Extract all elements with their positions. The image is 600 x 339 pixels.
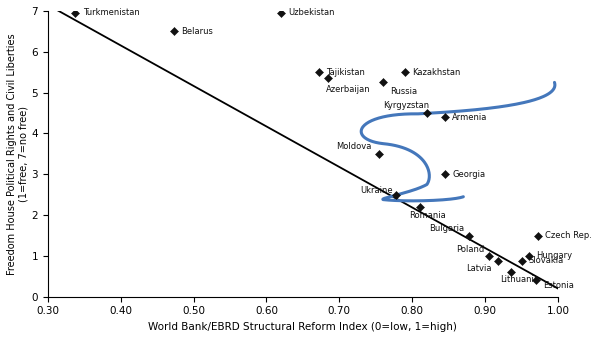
Text: Hungary: Hungary [536,252,572,260]
Text: Kyrgyzstan: Kyrgyzstan [383,101,429,110]
Text: Romania: Romania [409,212,445,220]
Text: Czech Rep.: Czech Rep. [545,231,592,240]
Text: Azerbaijan: Azerbaijan [326,85,371,94]
Text: Bulgaria: Bulgaria [429,224,464,233]
Text: Tajikistan: Tajikistan [326,68,365,77]
Text: Georgia: Georgia [452,170,485,179]
Text: Estonia: Estonia [544,281,574,290]
Text: Latvia: Latvia [466,264,492,273]
Text: Lithuania: Lithuania [500,275,539,284]
Text: Poland: Poland [456,244,484,254]
Text: Russia: Russia [391,87,418,96]
Y-axis label: Freedom House Political Rights and Civil Liberties
(1=free, 7=no free): Freedom House Political Rights and Civil… [7,33,29,275]
Text: Belarus: Belarus [181,27,213,36]
X-axis label: World Bank/EBRD Structural Reform Index (0=low, 1=high): World Bank/EBRD Structural Reform Index … [148,322,457,332]
Text: Slovakia: Slovakia [529,256,564,265]
Text: Moldova: Moldova [336,142,371,151]
Text: Ukraine: Ukraine [360,186,392,195]
Text: Turkmenistan: Turkmenistan [83,8,139,18]
Text: Uzbekistan: Uzbekistan [289,8,335,18]
Text: Kazakhstan: Kazakhstan [412,68,461,77]
Text: Armenia: Armenia [452,113,488,122]
